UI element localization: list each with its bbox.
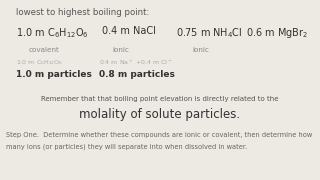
Text: 1.0 m C$_6$H$_{12}$O$_6$: 1.0 m C$_6$H$_{12}$O$_6$: [16, 26, 89, 40]
Text: molality of solute particles.: molality of solute particles.: [79, 108, 241, 121]
Text: ionic: ionic: [112, 47, 129, 53]
Text: ionic: ionic: [192, 47, 209, 53]
Text: 0.8 m particles: 0.8 m particles: [99, 70, 175, 79]
Text: covalent: covalent: [29, 47, 60, 53]
Text: Remember that that boiling point elevation is directly related to the: Remember that that boiling point elevati…: [41, 96, 279, 102]
Text: 1.0 m C$_6$H$_{12}$O$_6$: 1.0 m C$_6$H$_{12}$O$_6$: [16, 58, 63, 67]
Text: lowest to highest boiling point:: lowest to highest boiling point:: [16, 8, 149, 17]
Text: 0.75 m NH$_4$Cl: 0.75 m NH$_4$Cl: [176, 26, 242, 40]
Text: Step One.  Determine whether these compounds are ionic or covalent, then determi: Step One. Determine whether these compou…: [6, 132, 313, 138]
Text: 0.4 m Na$^+$ +0.4 m Cl$^-$: 0.4 m Na$^+$ +0.4 m Cl$^-$: [99, 58, 173, 67]
Text: 1.0 m particles: 1.0 m particles: [16, 70, 92, 79]
Text: 0.6 m MgBr$_2$: 0.6 m MgBr$_2$: [246, 26, 308, 40]
Text: many ions (or particles) they will separate into when dissolved in water.: many ions (or particles) they will separ…: [6, 143, 248, 150]
Text: 0.4 m NaCl: 0.4 m NaCl: [102, 26, 156, 36]
